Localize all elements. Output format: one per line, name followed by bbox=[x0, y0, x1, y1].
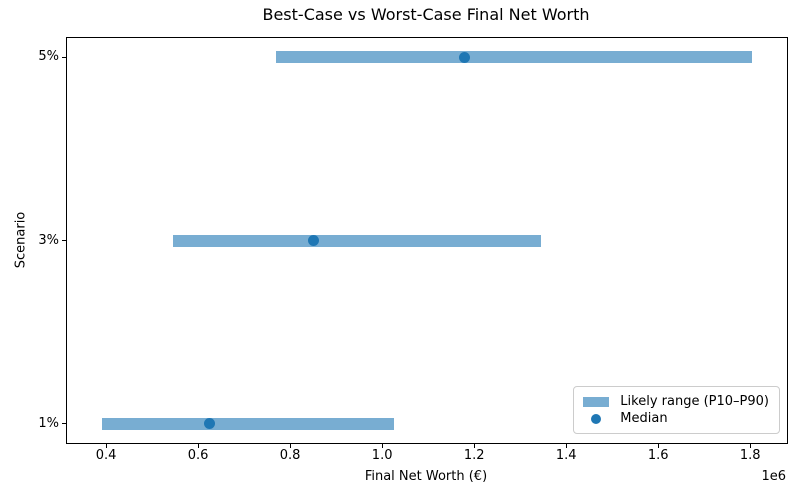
x-tick-mark bbox=[657, 444, 659, 448]
median-dot bbox=[459, 51, 471, 63]
x-tick-mark bbox=[197, 444, 199, 448]
legend: Likely range (P10–P90) Median bbox=[573, 386, 780, 434]
plot-area: Likely range (P10–P90) Median 0.4 0.6 0.8 1… bbox=[38, 37, 788, 463]
range-swatch-icon bbox=[583, 396, 610, 407]
x-axis-offset-label: 1e6 bbox=[761, 469, 786, 484]
legend-item-median: Median bbox=[583, 410, 769, 427]
y-tick-mark bbox=[62, 56, 66, 58]
x-tick-mark bbox=[565, 444, 567, 448]
x-tick-mark bbox=[289, 444, 291, 448]
x-tick-label: 1.6 bbox=[647, 448, 669, 463]
legend-marker-cell bbox=[583, 413, 613, 424]
x-tick-label: 0.8 bbox=[279, 448, 301, 463]
median-dot bbox=[204, 418, 216, 430]
y-tick-label: 5% bbox=[38, 49, 59, 65]
y-tick-label: 1% bbox=[38, 415, 59, 431]
range-bar bbox=[276, 51, 753, 64]
x-tick-mark bbox=[749, 444, 751, 448]
legend-item-range: Likely range (P10–P90) bbox=[583, 393, 769, 410]
legend-label-median: Median bbox=[620, 410, 668, 426]
y-tick-mark bbox=[62, 423, 66, 425]
y-tick-mark bbox=[62, 240, 66, 241]
x-tick-mark bbox=[381, 444, 383, 448]
x-tick-label: 0.6 bbox=[187, 448, 209, 463]
x-tick-mark bbox=[473, 444, 475, 448]
median-dot-icon bbox=[591, 413, 602, 424]
x-tick-label: 1.8 bbox=[739, 448, 761, 463]
range-bar bbox=[101, 417, 394, 430]
y-tick-label: 3% bbox=[38, 232, 59, 248]
legend-label-range: Likely range (P10–P90) bbox=[620, 393, 769, 409]
x-tick-label: 0.4 bbox=[95, 448, 117, 463]
x-tick-label: 1.2 bbox=[463, 448, 485, 463]
chart-title: Best-Case vs Worst-Case Final Net Worth bbox=[262, 5, 590, 24]
x-tick-label: 1.4 bbox=[555, 448, 577, 463]
median-dot bbox=[307, 235, 319, 246]
x-tick-mark bbox=[105, 444, 107, 448]
x-axis-label: Final Net Worth (€) bbox=[364, 469, 488, 484]
legend-marker-cell bbox=[583, 396, 613, 407]
range-bar bbox=[172, 234, 541, 247]
x-tick-label: 1.0 bbox=[371, 448, 393, 463]
